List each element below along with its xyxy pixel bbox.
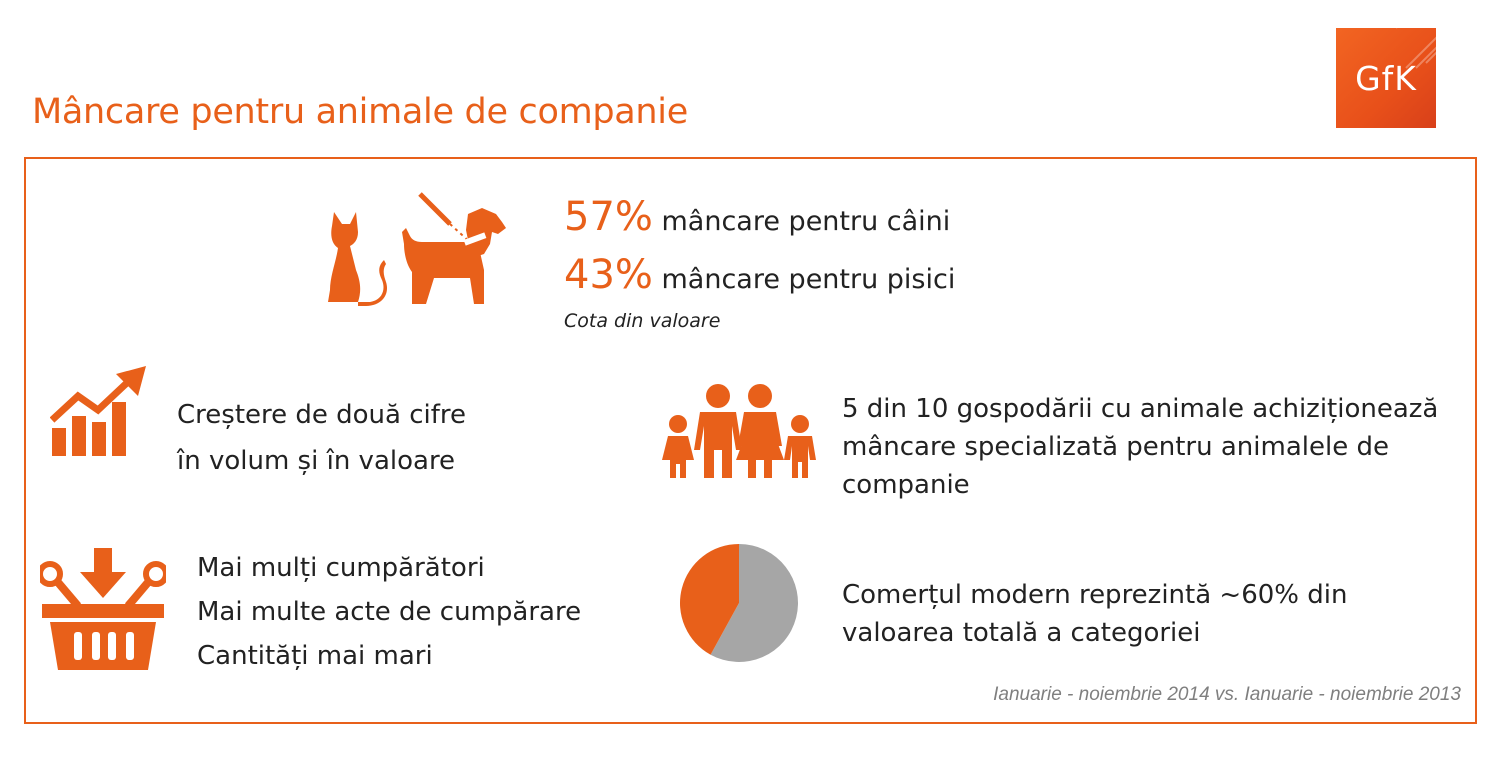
growth-line: în volum și în valoare (177, 446, 456, 476)
family-icon (662, 384, 816, 478)
growth-text: Creștere de două cifre în volum și în va… (177, 392, 466, 484)
households-line: mâncare specializată pentru animalele de (842, 432, 1389, 462)
content-frame (24, 157, 1477, 724)
pie-chart-icon (680, 544, 798, 662)
period-note: Ianuarie - noiembrie 2014 vs. Ianuarie -… (993, 684, 1461, 705)
households-text: 5 din 10 gospodării cu animale achizițio… (842, 390, 1438, 504)
dog-food-share: 57% mâncare pentru câini (564, 194, 950, 240)
cat-food-label: mâncare pentru pisici (661, 264, 956, 295)
households-line: 5 din 10 gospodării cu animale achizițio… (842, 394, 1439, 424)
cat-icon (328, 212, 388, 306)
dog-food-label: mâncare pentru câini (661, 206, 951, 237)
pie-slice-modern-trade (710, 544, 798, 662)
shoppers-line: Mai multe acte de cumpărare (197, 597, 582, 627)
growth-line: Creștere de două cifre (177, 400, 467, 430)
modern-trade-line: Comerțul modern reprezintă ~60% din (842, 580, 1348, 610)
growth-chart-icon (50, 366, 146, 456)
shoppers-text: Mai mulți cumpărători Mai multe acte de … (197, 546, 581, 678)
shoppers-line: Cantități mai mari (197, 641, 433, 671)
gfk-logo: GfK (1336, 28, 1436, 128)
dog-leash-icon (402, 192, 506, 304)
cat-food-share: 43% mâncare pentru pisici (564, 252, 955, 298)
dog-food-pct: 57% (564, 194, 653, 240)
pie-slice-other-trade (680, 544, 739, 655)
modern-trade-text: Comerțul modern reprezintă ~60% din valo… (842, 576, 1347, 652)
shopping-basket-icon (40, 548, 166, 670)
modern-trade-line: valoarea totală a categoriei (842, 618, 1201, 648)
shoppers-line: Mai mulți cumpărători (197, 553, 485, 583)
logo-stripes-icon (1396, 28, 1436, 69)
share-caption: Cota din valoare (564, 310, 721, 332)
households-line: companie (842, 470, 970, 500)
page-title: Mâncare pentru animale de companie (32, 92, 688, 132)
cat-food-pct: 43% (564, 252, 653, 298)
logo-text: GfK (1355, 58, 1417, 98)
